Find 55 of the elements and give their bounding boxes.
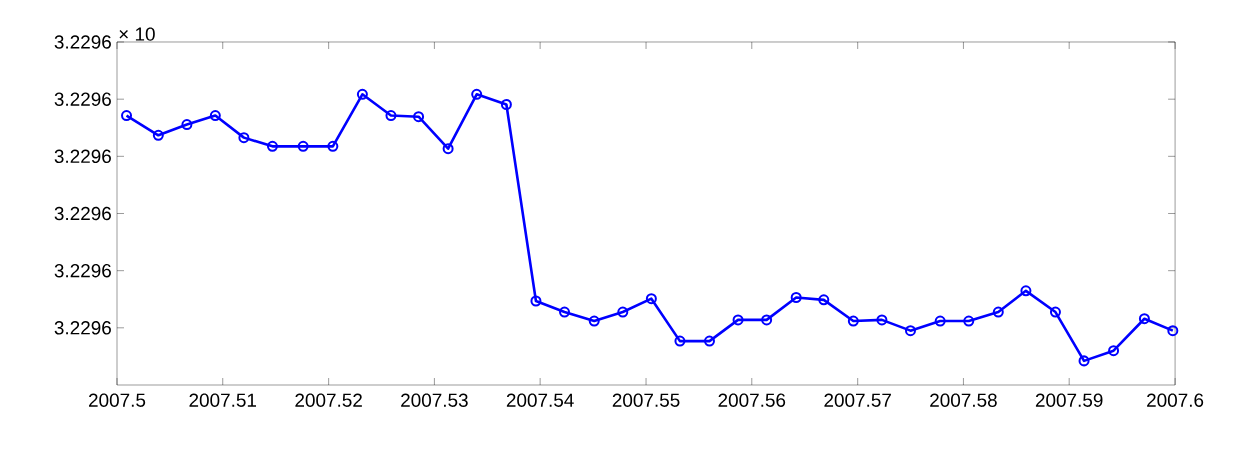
x-tick-label: 2007.55 <box>612 393 680 407</box>
x-tick-label: 2007.52 <box>295 393 362 407</box>
point <box>645 293 657 305</box>
x-tick-label: 2007.57 <box>824 393 891 407</box>
point <box>413 111 425 123</box>
point <box>847 315 859 327</box>
point <box>181 119 193 131</box>
point <box>442 143 454 155</box>
point <box>761 314 773 326</box>
point <box>963 315 975 327</box>
x-tick-label: 2007.53 <box>401 393 468 407</box>
x-tick-label: 2007.51 <box>189 393 257 407</box>
point <box>876 314 888 326</box>
point <box>818 294 830 306</box>
point <box>327 140 339 152</box>
point <box>790 292 802 303</box>
text: 3.2296 <box>54 263 111 278</box>
point <box>1138 313 1150 325</box>
point <box>617 306 629 318</box>
point <box>588 315 600 327</box>
point <box>674 335 686 347</box>
x-tick-label: 2007.58 <box>930 393 997 407</box>
text: 3.2296 <box>54 321 111 335</box>
point <box>1049 306 1061 318</box>
point <box>904 325 916 337</box>
point <box>1078 355 1090 367</box>
point <box>1108 345 1120 357</box>
point <box>385 110 397 122</box>
point <box>209 110 221 122</box>
point <box>500 98 512 110</box>
text: 3.2296 <box>54 35 111 49</box>
point <box>559 306 571 318</box>
point <box>152 129 164 141</box>
x-tick-label: 2007.59 <box>1035 393 1103 407</box>
point <box>266 140 278 152</box>
point <box>530 295 542 307</box>
x-tick-label: 2007.56 <box>718 393 786 407</box>
x-tick-label: 2007.5 <box>89 393 146 407</box>
text: 3.2296 <box>54 149 111 164</box>
point <box>1167 325 1179 337</box>
point <box>992 306 1004 318</box>
point <box>703 335 715 347</box>
point <box>121 110 133 122</box>
text: 3.2296 <box>54 206 111 221</box>
point <box>1020 285 1032 297</box>
point <box>238 132 250 144</box>
x-tick-label: 2007.54 <box>506 393 574 407</box>
point <box>297 140 309 152</box>
text: × 10 <box>119 27 155 41</box>
point <box>471 88 483 100</box>
point <box>934 315 946 327</box>
x-tick-label: 2007.6 <box>1147 393 1204 407</box>
point <box>356 88 368 100</box>
point <box>732 314 744 326</box>
text: 3.2296 <box>54 92 111 106</box>
